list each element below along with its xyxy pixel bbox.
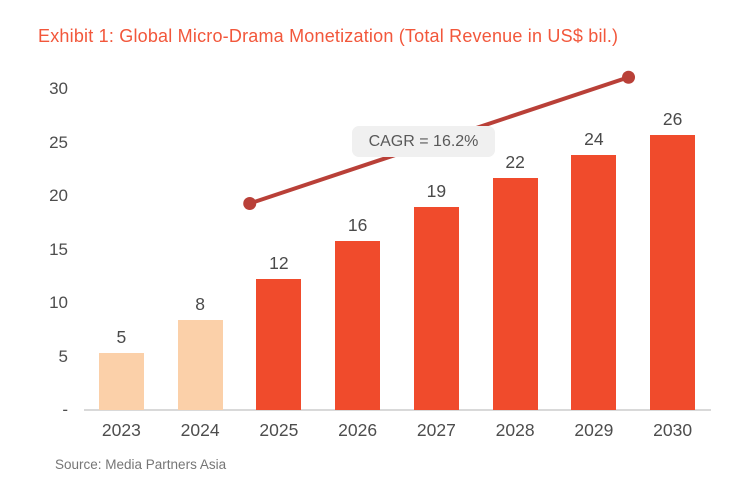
x-axis-label-2029: 2029 xyxy=(574,420,614,440)
bar-value-label-2028: 22 xyxy=(505,151,525,172)
bar-value-label-2030: 26 xyxy=(662,109,683,129)
bar-value-label-2023: 5 xyxy=(116,327,127,348)
x-axis-label-2024: 2024 xyxy=(180,420,220,440)
y-axis-tick-5: 5 xyxy=(58,346,68,366)
cagr-annotation-badge: CAGR = 16.2% xyxy=(352,126,495,157)
y-axis-tick-15: 15 xyxy=(49,239,68,259)
source-note: Source: Media Partners Asia xyxy=(55,457,227,472)
bar-value-label-2029: 24 xyxy=(584,129,604,150)
y-axis-tick-30: 30 xyxy=(49,79,68,98)
y-axis-tick-25: 25 xyxy=(49,132,68,152)
bar-value-label-2024: 8 xyxy=(195,294,205,315)
bar-2023 xyxy=(98,353,144,410)
bar-2024 xyxy=(177,320,223,410)
y-axis-tick--: - xyxy=(62,400,68,419)
trend-line-end-dot xyxy=(622,70,636,84)
bar-2026 xyxy=(335,240,381,410)
x-axis-label-2030: 2030 xyxy=(653,420,693,440)
y-axis-tick-20: 20 xyxy=(49,186,68,205)
x-axis-line xyxy=(84,409,711,411)
bar-2027 xyxy=(413,206,459,410)
x-axis-label-2023: 2023 xyxy=(101,420,141,440)
y-axis-tick-10: 10 xyxy=(49,293,68,312)
bar-2028 xyxy=(492,177,538,410)
x-axis-label-2026: 2026 xyxy=(338,420,378,440)
x-axis-label-2025: 2025 xyxy=(259,420,299,440)
bar-value-label-2025: 12 xyxy=(269,253,289,274)
bar-value-label-2027: 19 xyxy=(426,180,447,201)
bar-2025 xyxy=(256,279,302,410)
chart-title: Exhibit 1: Global Micro-Drama Monetizati… xyxy=(38,26,619,46)
trend-line-start-dot xyxy=(243,196,257,210)
bar-value-label-2026: 16 xyxy=(347,214,368,235)
bar-2030 xyxy=(650,135,696,410)
bar-2029 xyxy=(571,155,617,410)
x-axis-label-2027: 2027 xyxy=(416,420,456,440)
x-axis-label-2028: 2028 xyxy=(495,420,535,440)
